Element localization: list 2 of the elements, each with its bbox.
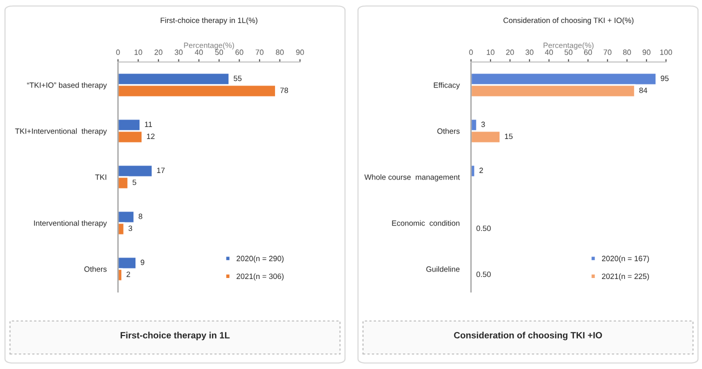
- text: First-choice therapy in 1L: [120, 332, 230, 340]
- text: Consideration of choosing TKI +IO: [454, 332, 602, 340]
